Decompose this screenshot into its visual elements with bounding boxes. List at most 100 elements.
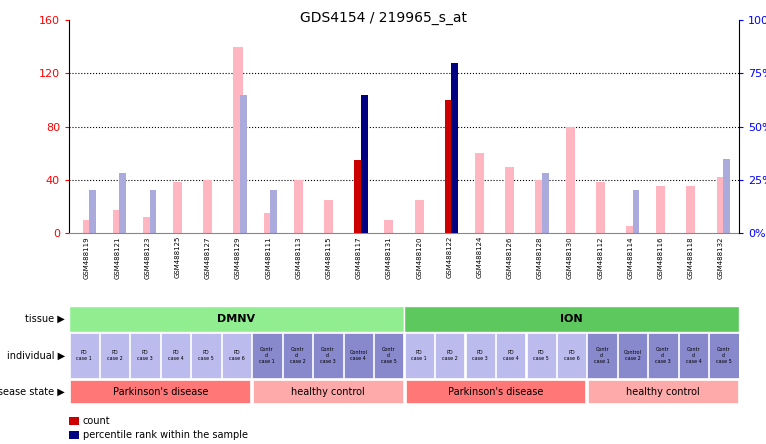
Text: GSM488126: GSM488126	[507, 236, 512, 278]
Text: GSM488129: GSM488129	[235, 236, 241, 278]
Text: PD
case 3: PD case 3	[473, 350, 488, 361]
Text: Parkinson's disease: Parkinson's disease	[113, 387, 208, 396]
Bar	[686, 186, 696, 233]
Bar	[234, 47, 243, 233]
Text: GSM488125: GSM488125	[175, 236, 181, 278]
Text: GSM488131: GSM488131	[386, 236, 392, 279]
Text: GSM488114: GSM488114	[627, 236, 633, 278]
Bar	[475, 153, 484, 233]
Text: GSM488123: GSM488123	[145, 236, 150, 278]
Bar	[648, 333, 678, 378]
Text: GSM488113: GSM488113	[296, 236, 301, 279]
Bar	[161, 333, 190, 378]
Bar	[496, 333, 525, 378]
Bar	[143, 217, 152, 233]
Text: GSM488116: GSM488116	[658, 236, 663, 279]
Bar	[535, 180, 545, 233]
Bar	[565, 127, 574, 233]
Bar	[254, 380, 403, 403]
Text: GSM488111: GSM488111	[265, 236, 271, 279]
Bar	[618, 333, 647, 378]
Bar	[526, 333, 556, 378]
Bar	[466, 333, 495, 378]
Bar	[445, 100, 454, 233]
Bar	[344, 333, 373, 378]
Bar	[361, 95, 368, 233]
Bar	[414, 200, 424, 233]
Bar	[113, 210, 122, 233]
Text: PD
case 6: PD case 6	[564, 350, 580, 361]
Bar	[405, 380, 585, 403]
Bar	[270, 190, 277, 233]
Text: GSM488119: GSM488119	[84, 236, 90, 279]
Text: tissue ▶: tissue ▶	[25, 314, 65, 324]
Bar	[70, 333, 99, 378]
Bar	[119, 174, 126, 233]
Text: percentile rank within the sample: percentile rank within the sample	[83, 430, 247, 440]
Text: GSM488121: GSM488121	[114, 236, 120, 278]
Bar	[626, 226, 635, 233]
Text: PD
case 2: PD case 2	[442, 350, 457, 361]
Text: GSM488120: GSM488120	[416, 236, 422, 278]
Text: Control
case 4: Control case 4	[349, 350, 368, 361]
Bar	[445, 107, 454, 233]
Bar	[709, 333, 738, 378]
Bar	[404, 306, 739, 332]
Bar	[70, 380, 250, 403]
Bar	[451, 63, 458, 233]
Text: GSM488132: GSM488132	[718, 236, 724, 278]
Text: PD
case 5: PD case 5	[198, 350, 214, 361]
Bar	[588, 380, 738, 403]
Bar	[375, 333, 404, 378]
Text: PD
case 4: PD case 4	[168, 350, 183, 361]
Bar	[723, 159, 730, 233]
Bar	[192, 333, 221, 378]
Text: Parkinson's disease: Parkinson's disease	[448, 387, 543, 396]
Bar	[222, 333, 251, 378]
Bar	[83, 220, 92, 233]
Bar	[354, 160, 363, 233]
Text: Contr
ol
case 1: Contr ol case 1	[259, 347, 275, 364]
Bar	[354, 169, 363, 233]
Bar	[716, 177, 725, 233]
Bar	[435, 333, 464, 378]
Text: Contr
ol
case 5: Contr ol case 5	[381, 347, 397, 364]
Bar	[203, 180, 212, 233]
Bar	[283, 333, 312, 378]
Bar	[506, 166, 514, 233]
Bar	[173, 182, 182, 233]
Text: GSM488115: GSM488115	[326, 236, 332, 278]
Bar	[557, 333, 586, 378]
Text: Contr
ol
case 1: Contr ol case 1	[594, 347, 610, 364]
Bar	[264, 213, 273, 233]
Bar	[679, 333, 708, 378]
Text: GSM488128: GSM488128	[537, 236, 543, 278]
Bar	[656, 186, 665, 233]
Bar	[130, 333, 160, 378]
Text: GSM488117: GSM488117	[355, 236, 362, 279]
Text: healthy control: healthy control	[626, 387, 700, 396]
Text: healthy control: healthy control	[291, 387, 365, 396]
Text: PD
case 6: PD case 6	[228, 350, 244, 361]
Bar	[385, 220, 394, 233]
Text: GSM488122: GSM488122	[447, 236, 453, 278]
Text: PD
case 5: PD case 5	[533, 350, 549, 361]
Bar	[294, 180, 303, 233]
Bar	[313, 333, 342, 378]
Bar	[149, 190, 156, 233]
Text: GDS4154 / 219965_s_at: GDS4154 / 219965_s_at	[300, 11, 466, 25]
Text: PD
case 1: PD case 1	[77, 350, 92, 361]
Text: GSM488130: GSM488130	[567, 236, 573, 279]
Bar	[588, 333, 617, 378]
Text: Contr
ol
case 4: Contr ol case 4	[686, 347, 702, 364]
Text: Contr
ol
case 3: Contr ol case 3	[655, 347, 671, 364]
Text: GSM488124: GSM488124	[476, 236, 483, 278]
Bar	[542, 174, 548, 233]
Bar	[100, 333, 129, 378]
Text: GSM488112: GSM488112	[597, 236, 604, 278]
Text: count: count	[83, 416, 110, 426]
Text: GSM488127: GSM488127	[205, 236, 211, 278]
Text: PD
case 4: PD case 4	[502, 350, 519, 361]
Text: individual ▶: individual ▶	[7, 350, 65, 361]
Text: GSM488118: GSM488118	[688, 236, 694, 279]
